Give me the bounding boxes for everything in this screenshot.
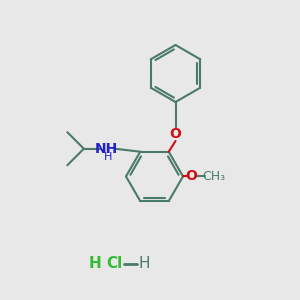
Text: O: O [169,128,181,141]
Text: H: H [104,152,112,162]
Text: CH₃: CH₃ [202,170,226,183]
Text: Cl: Cl [106,256,122,272]
Text: H: H [88,256,101,272]
Text: O: O [185,169,197,183]
Text: NH: NH [95,142,118,156]
Text: H: H [138,256,150,272]
